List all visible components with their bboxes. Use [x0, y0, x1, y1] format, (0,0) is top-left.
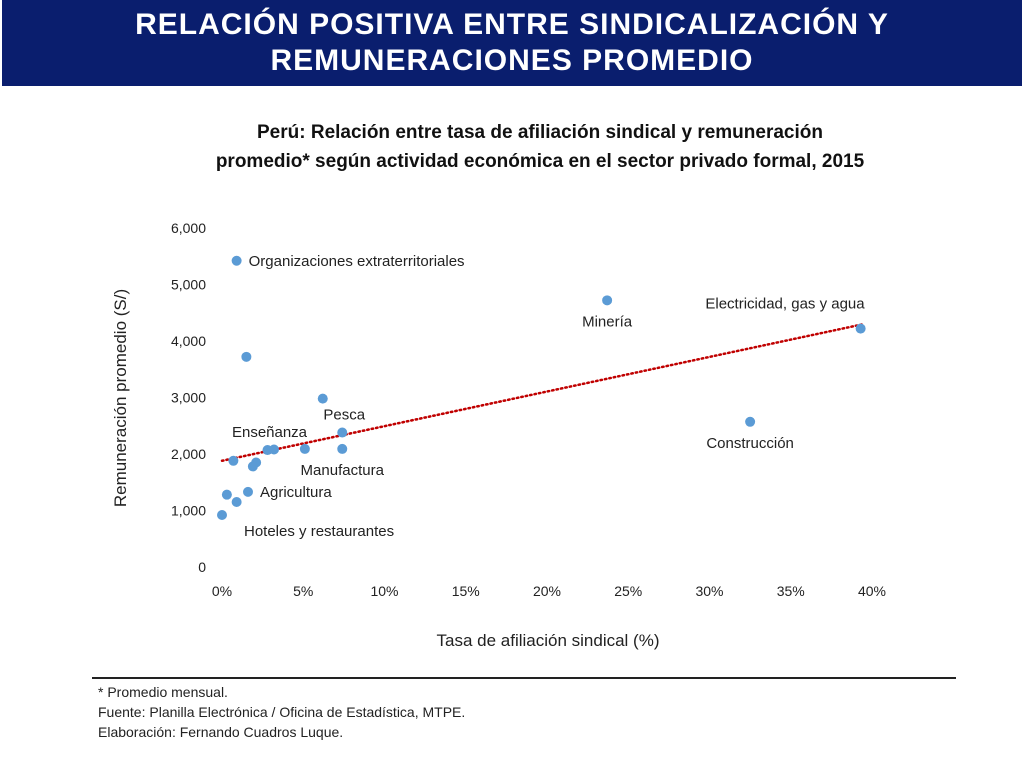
data-label: Agricultura	[260, 484, 332, 501]
data-label: Enseñanza	[232, 424, 308, 441]
x-tick-label: 35%	[777, 583, 805, 599]
chart-title: Perú: Relación entre tasa de afiliación …	[215, 122, 865, 172]
data-point	[231, 255, 242, 266]
y-tick-label: 4,000	[171, 333, 206, 349]
x-tick-label: 0%	[212, 583, 232, 599]
y-axis-title: Remuneración promedio (S/)	[111, 289, 130, 507]
data-point	[231, 497, 242, 508]
x-tick-label: 25%	[614, 583, 642, 599]
footer-divider	[92, 677, 956, 679]
data-point	[243, 486, 253, 497]
y-tick-label: 5,000	[171, 277, 206, 293]
data-point	[247, 461, 258, 472]
x-tick-label: 20%	[533, 583, 561, 599]
footer-note: * Promedio mensual.	[98, 684, 228, 700]
data-point	[337, 427, 348, 438]
data-point	[602, 295, 613, 306]
y-tick-label: 6,000	[171, 220, 206, 236]
data-label: Electricidad, gas y agua	[705, 296, 865, 313]
data-points	[217, 255, 866, 521]
trendline	[220, 322, 866, 463]
data-label: Organizaciones extraterritoriales	[249, 253, 465, 270]
data-label: Pesca	[323, 407, 365, 424]
footer-source: Fuente: Planilla Electrónica / Oficina d…	[98, 704, 466, 720]
data-point	[217, 510, 227, 521]
data-point	[745, 416, 756, 427]
data-point	[299, 443, 310, 454]
x-axis-title: Tasa de afiliación sindical (%)	[437, 631, 660, 650]
data-point	[241, 351, 252, 362]
y-axis-ticks: 0 1,000 2,000 3,000 4,000 5,000 6,000	[171, 220, 206, 575]
trendline-group	[220, 322, 866, 463]
banner-title: RELACIÓN POSITIVA ENTRE SINDICALIZACIÓN …	[135, 8, 889, 77]
y-tick-label: 0	[198, 559, 206, 575]
x-tick-label: 10%	[370, 583, 398, 599]
data-label: Hoteles y restaurantes	[244, 523, 394, 540]
data-label: Minería	[582, 313, 633, 330]
data-point	[221, 489, 232, 500]
header-banner: RELACIÓN POSITIVA ENTRE SINDICALIZACIÓN …	[2, 0, 1022, 86]
footer-notes: * Promedio mensual. Fuente: Planilla Ele…	[98, 682, 465, 742]
x-axis-ticks: 0% 5% 10% 15% 20% 25% 30% 35% 40%	[212, 583, 886, 599]
data-point	[269, 444, 279, 455]
x-tick-label: 5%	[293, 583, 313, 599]
data-point	[228, 455, 239, 466]
data-point	[337, 443, 348, 454]
data-point	[855, 323, 866, 334]
x-tick-label: 30%	[695, 583, 723, 599]
footer-credit: Elaboración: Fernando Cuadros Luque.	[98, 724, 344, 740]
y-tick-label: 1,000	[171, 503, 206, 519]
data-labels: Organizaciones extraterritoriales Minería…	[232, 253, 865, 540]
x-tick-label: 15%	[452, 583, 480, 599]
x-tick-label: 40%	[858, 583, 886, 599]
y-tick-label: 2,000	[171, 446, 206, 462]
data-point	[317, 393, 328, 404]
data-label: Construcción	[706, 435, 794, 452]
data-label: Manufactura	[301, 462, 385, 479]
y-tick-label: 3,000	[171, 390, 206, 406]
